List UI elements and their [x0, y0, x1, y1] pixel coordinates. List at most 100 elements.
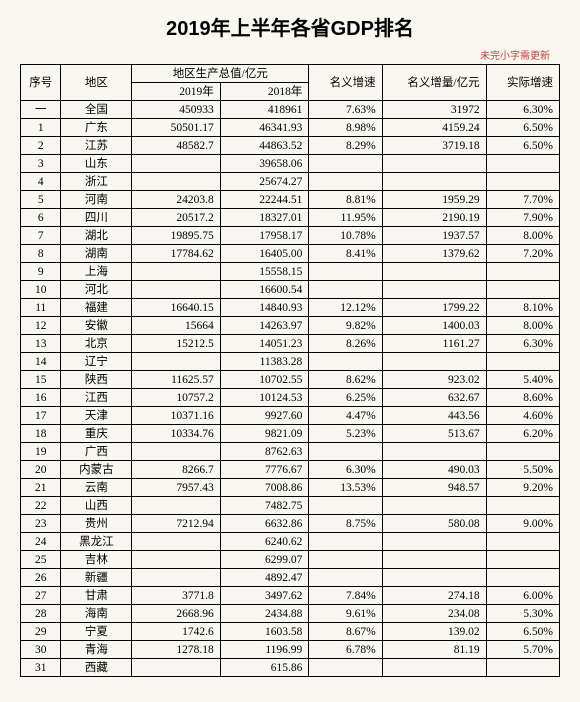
cell-seq: 24 [21, 533, 61, 551]
cell-gdp2018: 3497.62 [220, 587, 309, 605]
cell-gdp2018: 6240.62 [220, 533, 309, 551]
cell-gdp2018: 17958.17 [220, 227, 309, 245]
cell-rrate [486, 173, 559, 191]
cell-rrate: 7.20% [486, 245, 559, 263]
cell-rrate: 8.00% [486, 227, 559, 245]
cell-region: 辽宁 [61, 353, 132, 371]
table-row: 5河南24203.822244.518.81%1959.297.70% [21, 191, 560, 209]
table-row: 2江苏48582.744863.528.29%3719.186.50% [21, 137, 560, 155]
cell-gdp2019: 10757.2 [132, 389, 221, 407]
cell-nrate [309, 443, 382, 461]
cell-gdp2019 [132, 155, 221, 173]
cell-nrate: 12.12% [309, 299, 382, 317]
header-y2018: 2018年 [220, 83, 309, 101]
cell-seq: 16 [21, 389, 61, 407]
cell-region: 河北 [61, 281, 132, 299]
cell-ninc [382, 353, 486, 371]
cell-gdp2019: 15212.5 [132, 335, 221, 353]
cell-rrate: 5.70% [486, 641, 559, 659]
cell-rrate: 7.90% [486, 209, 559, 227]
cell-gdp2018: 6632.86 [220, 515, 309, 533]
cell-rrate [486, 443, 559, 461]
table-row: 22山西7482.75 [21, 497, 560, 515]
cell-gdp2019: 11625.57 [132, 371, 221, 389]
cell-gdp2018: 14840.93 [220, 299, 309, 317]
cell-gdp2018: 1196.99 [220, 641, 309, 659]
cell-seq: 21 [21, 479, 61, 497]
table-row: 27甘肃3771.83497.627.84%274.186.00% [21, 587, 560, 605]
table-row: 17天津10371.169927.604.47%443.564.60% [21, 407, 560, 425]
cell-gdp2019 [132, 443, 221, 461]
cell-nrate [309, 551, 382, 569]
cell-seq: 28 [21, 605, 61, 623]
cell-nrate: 6.30% [309, 461, 382, 479]
header-row-1: 序号 地区 地区生产总值/亿元 名义增速 名义增量/亿元 实际增速 [21, 65, 560, 83]
cell-rrate: 6.20% [486, 425, 559, 443]
cell-ninc: 580.08 [382, 515, 486, 533]
cell-nrate [309, 659, 382, 677]
cell-seq: 14 [21, 353, 61, 371]
cell-gdp2019 [132, 551, 221, 569]
cell-region: 天津 [61, 407, 132, 425]
cell-gdp2019: 10334.76 [132, 425, 221, 443]
cell-gdp2019: 50501.17 [132, 119, 221, 137]
header-real-rate: 实际增速 [486, 65, 559, 101]
cell-seq: 29 [21, 623, 61, 641]
cell-gdp2018: 8762.63 [220, 443, 309, 461]
cell-region: 江苏 [61, 137, 132, 155]
cell-ninc: 490.03 [382, 461, 486, 479]
cell-seq: 20 [21, 461, 61, 479]
cell-seq: 5 [21, 191, 61, 209]
cell-nrate: 6.78% [309, 641, 382, 659]
table-row: 26新疆4892.47 [21, 569, 560, 587]
cell-ninc [382, 551, 486, 569]
table-row: 13北京15212.514051.238.26%1161.276.30% [21, 335, 560, 353]
cell-ninc: 2190.19 [382, 209, 486, 227]
header-nominal-inc: 名义增量/亿元 [382, 65, 486, 101]
table-row: 25吉林6299.07 [21, 551, 560, 569]
cell-region: 广东 [61, 119, 132, 137]
cell-gdp2019 [132, 533, 221, 551]
cell-gdp2018: 11383.28 [220, 353, 309, 371]
header-y2019: 2019年 [132, 83, 221, 101]
cell-ninc [382, 497, 486, 515]
cell-nrate: 7.63% [309, 101, 382, 119]
cell-region: 江西 [61, 389, 132, 407]
cell-seq: 4 [21, 173, 61, 191]
cell-seq: 11 [21, 299, 61, 317]
header-gdp-group: 地区生产总值/亿元 [132, 65, 309, 83]
cell-gdp2018: 6299.07 [220, 551, 309, 569]
cell-ninc [382, 173, 486, 191]
header-region: 地区 [61, 65, 132, 101]
cell-nrate: 8.26% [309, 335, 382, 353]
cell-gdp2018: 7776.67 [220, 461, 309, 479]
cell-seq: 17 [21, 407, 61, 425]
table-row: 18重庆10334.769821.095.23%513.676.20% [21, 425, 560, 443]
cell-gdp2018: 16600.54 [220, 281, 309, 299]
cell-ninc: 1937.57 [382, 227, 486, 245]
cell-seq: 7 [21, 227, 61, 245]
cell-rrate: 4.60% [486, 407, 559, 425]
table-row: 7湖北19895.7517958.1710.78%1937.578.00% [21, 227, 560, 245]
cell-nrate [309, 353, 382, 371]
table-row: 3山东39658.06 [21, 155, 560, 173]
cell-seq: 31 [21, 659, 61, 677]
table-row: 1广东50501.1746341.938.98%4159.246.50% [21, 119, 560, 137]
cell-gdp2018: 39658.06 [220, 155, 309, 173]
cell-seq: 10 [21, 281, 61, 299]
cell-gdp2018: 7008.86 [220, 479, 309, 497]
cell-gdp2018: 18327.01 [220, 209, 309, 227]
cell-region: 海南 [61, 605, 132, 623]
cell-gdp2018: 16405.00 [220, 245, 309, 263]
cell-gdp2019: 19895.75 [132, 227, 221, 245]
cell-ninc: 513.67 [382, 425, 486, 443]
cell-ninc: 31972 [382, 101, 486, 119]
cell-gdp2018: 44863.52 [220, 137, 309, 155]
cell-ninc: 632.67 [382, 389, 486, 407]
cell-nrate: 8.67% [309, 623, 382, 641]
sub-note: 未完小字需更新 [20, 47, 560, 62]
cell-gdp2019: 24203.8 [132, 191, 221, 209]
cell-seq: 23 [21, 515, 61, 533]
table-row: 8湖南17784.6216405.008.41%1379.627.20% [21, 245, 560, 263]
cell-gdp2018: 418961 [220, 101, 309, 119]
